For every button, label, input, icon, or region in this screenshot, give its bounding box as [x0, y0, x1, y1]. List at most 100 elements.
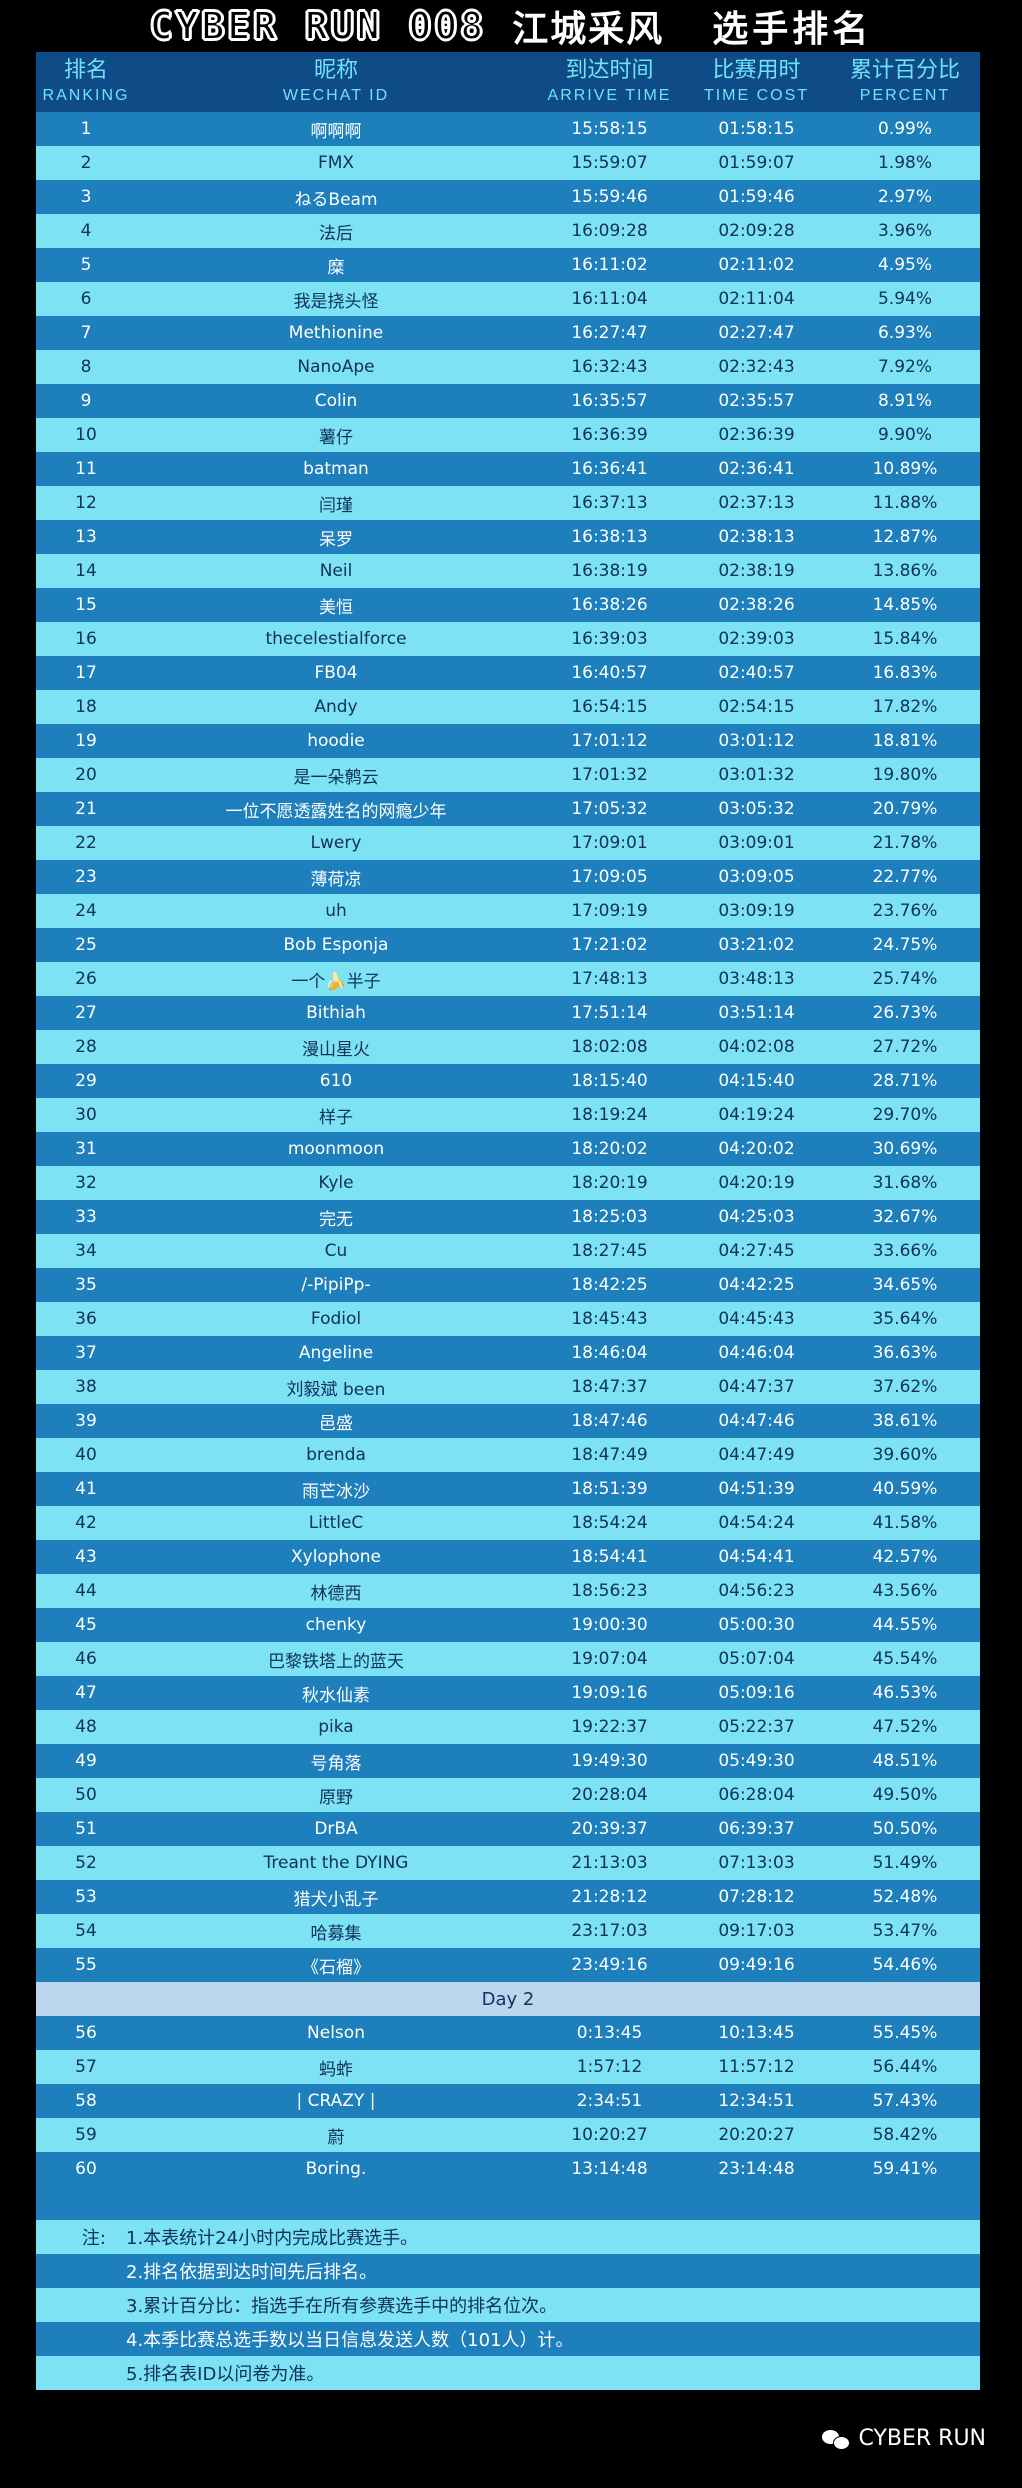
cell-arrive: 18:45:43 — [571, 1309, 648, 1329]
cell-name: ねるBeam — [294, 189, 378, 210]
note-row: 注: 1.本表统计24小时内完成比赛选手。 — [36, 2220, 980, 2254]
cell-rank: 3 — [80, 187, 92, 207]
cell-percent: 6.93% — [877, 323, 932, 343]
cell-cost: 04:56:23 — [718, 1581, 795, 1601]
cell-cost: 04:47:37 — [718, 1377, 795, 1397]
cell-name: 猎犬小乱子 — [293, 1889, 379, 1910]
table-row: 8 NanoApe 16:32:43 02:32:43 7.92% — [36, 350, 980, 384]
cell-percent: 28.71% — [872, 1071, 938, 1091]
table-row: 42 LittleC 18:54:24 04:54:24 41.58% — [36, 1506, 980, 1540]
cell-rank: 28 — [75, 1037, 97, 1057]
cell-percent: 12.87% — [872, 527, 938, 547]
note-label: 注: — [81, 2228, 106, 2249]
table-row: 24 uh 17:09:19 03:09:19 23.76% — [36, 894, 980, 928]
cell-cost: 11:57:12 — [718, 2057, 795, 2077]
note-row: 4.本季比赛总选手数以当日信息发送人数（101人）计。 — [36, 2322, 980, 2356]
table-row: 41 雨芒冰沙 18:51:39 04:51:39 40.59% — [36, 1472, 980, 1506]
cell-rank: 52 — [75, 1853, 97, 1873]
cell-percent: 58.42% — [872, 2125, 938, 2145]
cell-rank: 29 — [75, 1071, 97, 1091]
cell-arrive: 18:47:37 — [571, 1377, 648, 1397]
banner-subtitle: 选手排名 — [712, 9, 873, 50]
cell-percent: 33.66% — [872, 1241, 938, 1261]
cell-arrive: 16:37:13 — [571, 493, 648, 513]
cell-arrive: 18:02:08 — [571, 1037, 648, 1057]
cell-arrive: 19:00:30 — [571, 1615, 648, 1635]
cell-percent: 13.86% — [872, 561, 938, 581]
cell-percent: 40.59% — [872, 1479, 938, 1499]
cell-arrive: 16:27:47 — [571, 323, 648, 343]
note-text: 1.本表统计24小时内完成比赛选手。 — [126, 2228, 419, 2249]
cell-name: | CRAZY | — [296, 2091, 376, 2111]
cell-arrive: 23:49:16 — [571, 1955, 648, 1975]
cell-rank: 34 — [75, 1241, 97, 1261]
cell-arrive: 15:59:46 — [571, 187, 648, 207]
table-row: 7 Methionine 16:27:47 02:27:47 6.93% — [36, 316, 980, 350]
table-row: 52 Treant the DYING 21:13:03 07:13:03 51.49% — [36, 1846, 980, 1880]
cell-name: 呆罗 — [319, 529, 353, 550]
cell-name: moonmoon — [287, 1139, 385, 1159]
cell-name: Lwery — [310, 833, 362, 853]
table-row: 6 我是挠头怪 16:11:04 02:11:04 5.94% — [36, 282, 980, 316]
cell-arrive: 16:40:57 — [571, 663, 648, 683]
cell-name: 糜 — [327, 257, 345, 278]
cell-cost: 02:37:13 — [718, 493, 795, 513]
table-row: 29 610 18:15:40 04:15:40 28.71% — [36, 1064, 980, 1098]
cell-rank: 23 — [75, 867, 97, 887]
cell-arrive: 18:15:40 — [571, 1071, 648, 1091]
cell-cost: 04:02:08 — [718, 1037, 795, 1057]
cell-name: Methionine — [288, 323, 384, 343]
cell-cost: 05:49:30 — [718, 1751, 795, 1771]
cell-name: Colin — [314, 391, 358, 411]
cell-percent: 52.48% — [872, 1887, 938, 1907]
cell-rank: 2 — [80, 153, 92, 173]
cell-percent: 10.89% — [872, 459, 938, 479]
cell-rank: 9 — [80, 391, 92, 411]
cell-name: LittleC — [308, 1513, 364, 1533]
cell-arrive: 16:32:43 — [571, 357, 648, 377]
cell-rank: 32 — [75, 1173, 97, 1193]
cell-rank: 37 — [75, 1343, 97, 1363]
cell-rank: 14 — [75, 561, 97, 581]
cell-name: 蚂蚱 — [319, 2059, 353, 2080]
cell-rank: 43 — [75, 1547, 97, 1567]
cell-percent: 0.99% — [877, 119, 932, 139]
cell-name: 闫瑾 — [319, 495, 353, 516]
cell-arrive: 21:28:12 — [571, 1887, 648, 1907]
table-row: 45 chenky 19:00:30 05:00:30 44.55% — [36, 1608, 980, 1642]
cell-percent: 34.65% — [872, 1275, 938, 1295]
cell-cost: 02:11:04 — [718, 289, 795, 309]
notes-section: 注: 1.本表统计24小时内完成比赛选手。 2.排名依据到达时间先后排名。 3.累计百… — [36, 2220, 980, 2390]
banner: CYBER RUN 008 江城采风 选手排名 — [0, 0, 1022, 52]
cell-name: 法后 — [319, 223, 353, 244]
table-row: 9 Colin 16:35:57 02:35:57 8.91% — [36, 384, 980, 418]
table-row: 43 Xylophone 18:54:41 04:54:41 42.57% — [36, 1540, 980, 1574]
table-row: 16 thecelestialforce 16:39:03 02:39:03 15.84… — [36, 622, 980, 656]
cell-arrive: 19:22:37 — [571, 1717, 648, 1737]
cell-cost: 05:00:30 — [718, 1615, 795, 1635]
table-row: 25 Bob Esponja 17:21:02 03:21:02 24.75% — [36, 928, 980, 962]
cell-cost: 02:39:03 — [718, 629, 795, 649]
header-cost-en: TIME COST — [703, 87, 810, 104]
table-row: 11 batman 16:36:41 02:36:41 10.89% — [36, 452, 980, 486]
table-row: 46 巴黎铁塔上的蓝天 19:07:04 05:07:04 45.54% — [36, 1642, 980, 1676]
cell-name: uh — [325, 901, 347, 921]
cell-name: NanoApe — [297, 357, 375, 377]
cell-cost: 04:27:45 — [718, 1241, 795, 1261]
cell-arrive: 18:20:02 — [571, 1139, 648, 1159]
cell-cost: 01:59:46 — [718, 187, 795, 207]
cell-name: Xylophone — [290, 1547, 382, 1567]
cell-arrive: 13:14:48 — [571, 2159, 648, 2179]
cell-name: 蔚 — [327, 2127, 345, 2148]
cell-arrive: 17:09:19 — [571, 901, 648, 921]
cell-percent: 46.53% — [872, 1683, 938, 1703]
cell-arrive: 2:34:51 — [576, 2091, 643, 2111]
cell-name: 美恒 — [319, 597, 353, 618]
cell-name: 《石榴》 — [302, 1957, 370, 1978]
cell-rank: 51 — [75, 1819, 97, 1839]
cell-rank: 24 — [75, 901, 97, 921]
cell-rank: 26 — [75, 969, 97, 989]
cell-rank: 47 — [75, 1683, 97, 1703]
day-divider: Day 2 — [36, 1982, 980, 2016]
cell-cost: 05:22:37 — [718, 1717, 795, 1737]
